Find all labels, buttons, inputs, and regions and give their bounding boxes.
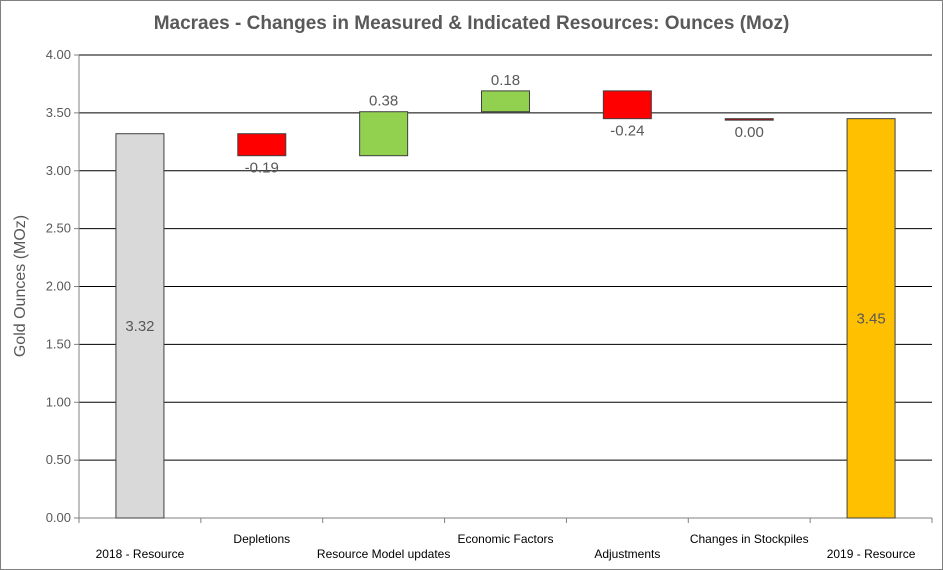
x-tick-label: Economic Factors [457, 532, 553, 546]
x-tick-label: Depletions [233, 532, 290, 546]
y-tick-label: 2.50 [46, 221, 71, 236]
data-label: 0.18 [491, 72, 520, 89]
bar-6 [724, 118, 774, 121]
chart-title: Macraes - Changes in Measured & Indicate… [153, 13, 790, 34]
bar-4 [481, 90, 530, 113]
data-label: 0.38 [369, 93, 398, 110]
data-label: 3.32 [125, 318, 154, 335]
bar-5 [602, 90, 652, 120]
y-tick-label: 3.50 [46, 105, 71, 120]
bar-7 [846, 118, 896, 519]
x-tick-label: 2019 - Resource [827, 547, 916, 561]
data-label: 0.00 [735, 124, 764, 141]
data-label: -0.24 [610, 123, 644, 140]
bar-1 [115, 133, 165, 519]
y-tick-label: 2.00 [46, 279, 71, 294]
y-tick-label: 0.50 [46, 452, 71, 467]
x-tick-label: 2018 - Resource [96, 547, 185, 561]
y-tick-label: 3.00 [46, 163, 71, 178]
y-tick-label: 4.00 [46, 47, 71, 62]
bar-2 [237, 133, 287, 157]
x-tick-label: Resource Model updates [317, 547, 450, 561]
bar-3 [359, 111, 409, 157]
y-tick-label: 1.50 [46, 336, 71, 351]
x-tick-label: Adjustments [594, 547, 660, 561]
data-label: 3.45 [856, 310, 885, 327]
y-tick-label: 0.00 [46, 510, 71, 525]
y-tick-label: 1.00 [46, 394, 71, 409]
x-tick-label: Changes in Stockpiles [690, 532, 809, 546]
data-label: -0.19 [245, 160, 279, 177]
